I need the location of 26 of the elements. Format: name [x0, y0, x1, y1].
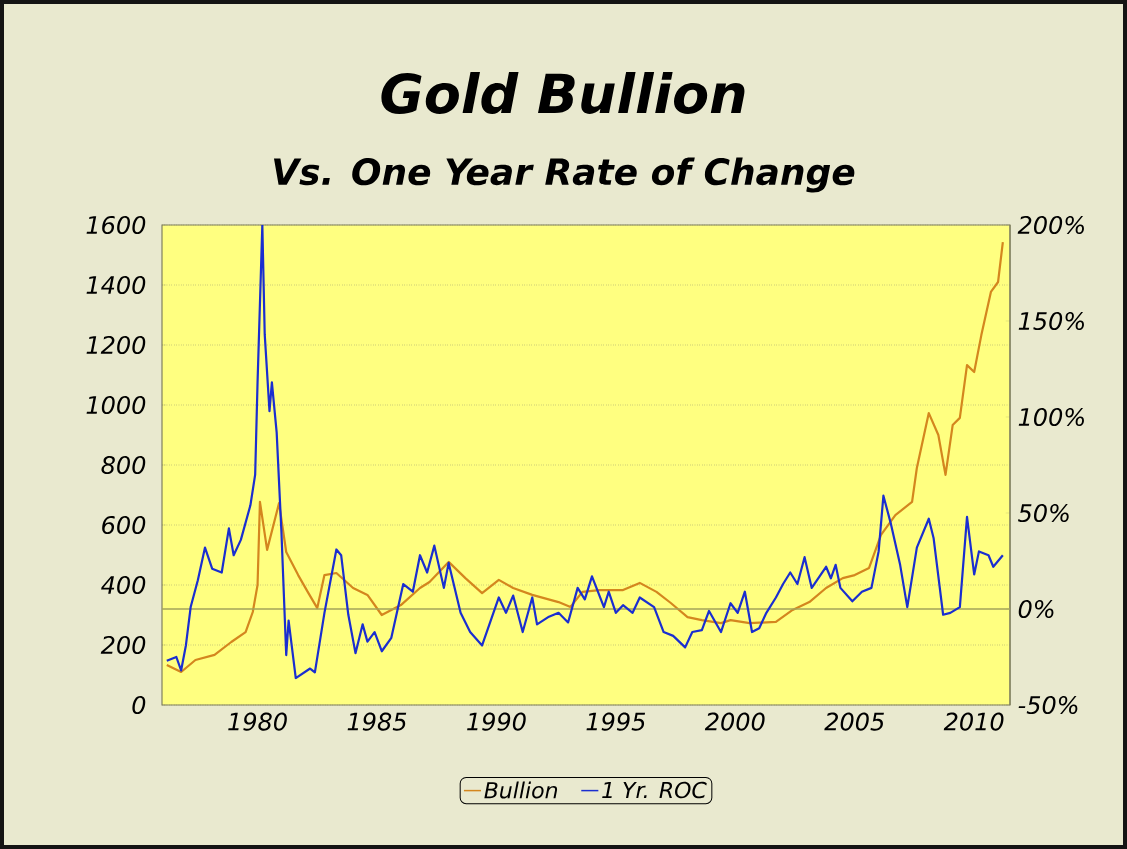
- legend-label: Bullion: [484, 781, 558, 799]
- x-tick-label: 1995: [586, 712, 646, 731]
- y-tick-label: 200: [100, 635, 146, 655]
- y-tick-label: 0: [132, 695, 146, 715]
- y2-tick-label: 50%: [1018, 503, 1069, 523]
- y-tick-label: 1600: [86, 215, 146, 235]
- y-tick-label: 1200: [86, 335, 146, 355]
- y2-tick-label: 200%: [1017, 215, 1084, 235]
- y2-tick-label: -50%: [1018, 695, 1078, 715]
- x-tick-label: 1990: [467, 712, 526, 731]
- x-tick-label: 1980: [228, 712, 287, 731]
- y-tick-label: 1400: [86, 275, 146, 295]
- y2-tick-label: 100%: [1018, 407, 1084, 427]
- y-tick-label: 1000: [86, 395, 146, 415]
- y2-tick-label: 150%: [1018, 311, 1084, 331]
- y-tick-label: 800: [101, 455, 146, 475]
- x-tick-label: 2005: [824, 712, 884, 731]
- chart-subtitle: Vs. One Year Rate of Change: [273, 157, 855, 193]
- y-tick-label: 400: [101, 575, 146, 595]
- chart-title: Gold Bullion: [381, 72, 745, 114]
- x-tick-label: 2010: [943, 712, 1004, 731]
- y2-tick-label: 0%: [1018, 599, 1054, 619]
- legend-label: 1 Yr. ROC: [602, 781, 707, 799]
- y-tick-label: 600: [102, 515, 146, 535]
- x-tick-label: 1985: [347, 712, 407, 731]
- x-tick-label: 2000: [704, 712, 765, 731]
